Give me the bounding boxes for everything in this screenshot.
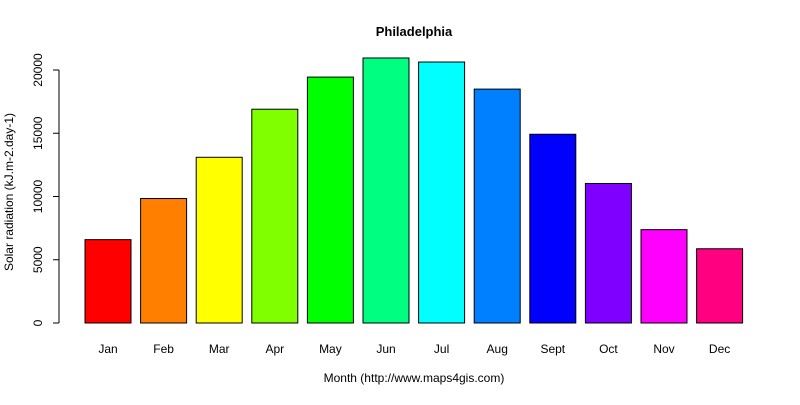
bar-sept [529, 133, 577, 324]
bar-feb [140, 198, 188, 324]
x-tick-label: Sept [540, 342, 565, 356]
x-tick-label: Jun [376, 342, 395, 356]
y-tick-label: 10000 [31, 179, 45, 213]
bar-oct [584, 182, 632, 324]
x-tick-label: Mar [209, 342, 230, 356]
bar-dec [696, 248, 744, 324]
bar-may [306, 76, 354, 324]
x-tick-label: Oct [599, 342, 618, 356]
chart-title: Philadelphia [376, 24, 453, 39]
y-tick-label: 0 [31, 319, 45, 326]
x-tick-label: Nov [653, 342, 674, 356]
bar-aug [473, 88, 521, 324]
bar-jun [362, 57, 410, 324]
y-tick-label: 5000 [31, 246, 45, 273]
x-tick-label: Jul [434, 342, 449, 356]
x-axis-label: Month (http://www.maps4gis.com) [324, 371, 505, 385]
bar-nov [640, 229, 688, 324]
x-tick-label: Aug [487, 342, 508, 356]
x-tick-label: May [319, 342, 342, 356]
x-tick-label: Feb [153, 342, 174, 356]
bar-apr [251, 108, 299, 324]
y-axis-label: Solar radiation (kJ.m-2.day-1) [2, 113, 16, 271]
x-tick-label: Jan [98, 342, 117, 356]
y-tick-label: 20000 [31, 53, 45, 87]
x-tick-label: Dec [709, 342, 730, 356]
y-tick-label: 15000 [31, 116, 45, 150]
x-tick-label: Apr [265, 342, 284, 356]
bar-jan [84, 239, 132, 324]
bar-mar [195, 156, 243, 324]
bar-jul [418, 61, 466, 324]
